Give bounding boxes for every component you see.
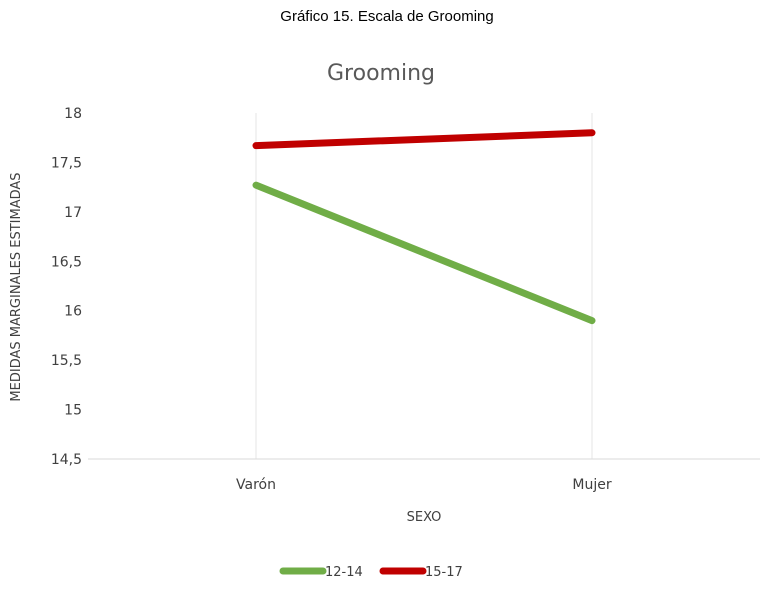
y-tick-label: 17 bbox=[64, 205, 82, 221]
x-tick-label: Varón bbox=[236, 477, 276, 493]
legend-label-12-14: 12-14 bbox=[325, 565, 363, 580]
series-line-15-17 bbox=[252, 129, 596, 150]
series-lines bbox=[252, 129, 596, 325]
y-axis-label: MEDIDAS MARGINALES ESTIMADAS bbox=[9, 172, 24, 401]
x-axis-label: SEXO bbox=[407, 510, 442, 525]
chart-title: Grooming bbox=[327, 61, 435, 86]
figure-caption: Gráfico 15. Escala de Grooming bbox=[280, 8, 494, 25]
y-tick-label: 16,5 bbox=[51, 254, 82, 270]
x-tick-label: Mujer bbox=[572, 477, 611, 493]
series-line-12-14 bbox=[252, 181, 596, 325]
y-tick-label: 16 bbox=[64, 304, 82, 320]
grid-lines bbox=[255, 113, 593, 459]
y-tick-labels: 14,5 15 15,5 16 16,5 17 17,5 18 bbox=[51, 106, 82, 468]
y-tick-label: 14,5 bbox=[51, 452, 82, 468]
legend-label-15-17: 15-17 bbox=[425, 565, 463, 580]
y-tick-label: 15,5 bbox=[51, 353, 82, 369]
y-tick-label: 18 bbox=[64, 106, 82, 122]
y-tick-label: 17,5 bbox=[51, 155, 82, 171]
legend: 12-14 15-17 bbox=[279, 565, 463, 580]
x-tick-labels: Varón Mujer bbox=[236, 477, 612, 493]
y-tick-label: 15 bbox=[64, 403, 82, 419]
